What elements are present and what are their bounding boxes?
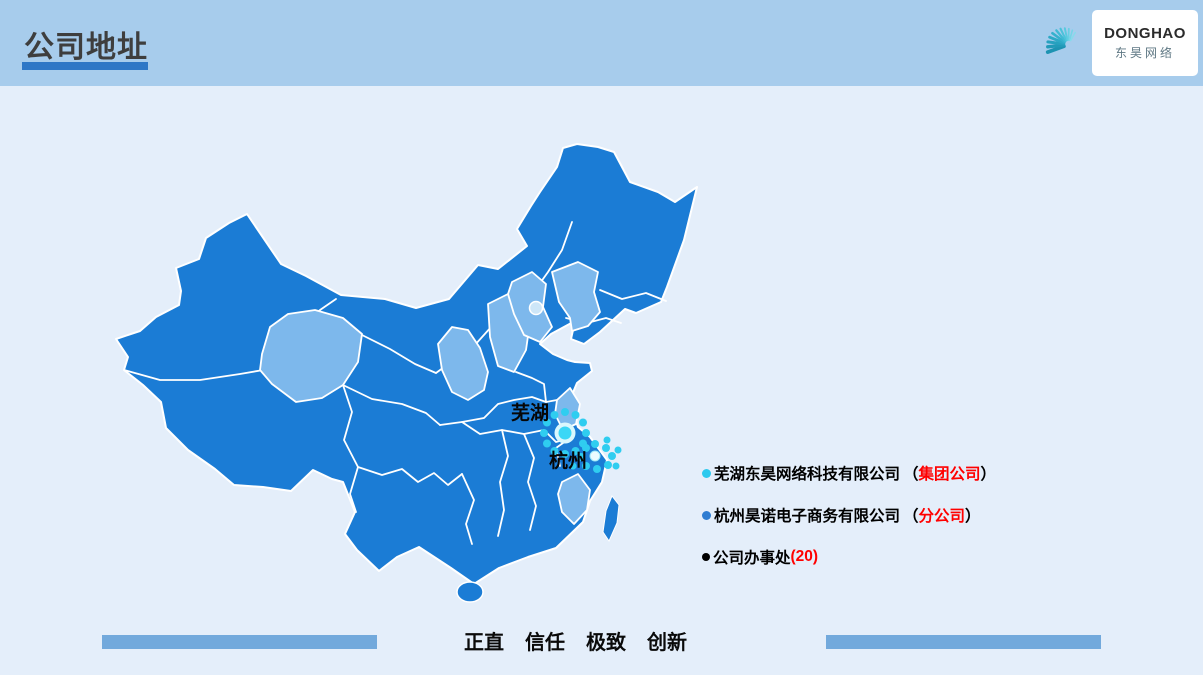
logo-fan-icon (1045, 27, 1077, 54)
footer-bar-left (102, 635, 377, 649)
legend-item-branch-company: 杭州昊诺电子商务有限公司 （ 分公司 ） (702, 504, 996, 526)
hangzhou-label: 杭州 (549, 449, 587, 472)
legend-item-name: 公司办事处 (713, 550, 791, 567)
slogan-word: 信任 (525, 632, 565, 654)
logo-brand-text: DONGHAO (1104, 25, 1186, 42)
legend: 芜湖东昊网络科技有限公司 （ 集团公司 ） 杭州昊诺电子商务有限公司 （ 分公司… (702, 462, 996, 568)
province-beijing (528, 300, 544, 316)
province-fujian (557, 473, 591, 525)
slogan-word: 正直 (464, 632, 504, 654)
light-provinces (259, 261, 601, 525)
legend-paren-close: ） (965, 508, 981, 525)
wuhu-label: 芜湖 (511, 401, 549, 424)
footer-bar-right (826, 635, 1101, 649)
legend-item-offices: 公司办事处 (20) (702, 546, 996, 568)
header-band: 公司地址 DONGHAO 东昊网络 (0, 0, 1203, 86)
legend-item-highlight: (20) (790, 548, 819, 565)
legend-bullet-blue (702, 510, 711, 520)
legend-item-group-company: 芜湖东昊网络科技有限公司 （ 集团公司 ） (702, 462, 996, 484)
province-shaanxi (437, 326, 489, 401)
logo: DONGHAO 东昊网络 (1092, 10, 1198, 76)
wuhu-marker (540, 408, 590, 458)
province-liaoning (551, 261, 601, 332)
legend-bullet-cyan (702, 468, 711, 478)
hangzhou-marker (569, 436, 622, 473)
china-outline (115, 143, 698, 585)
page-title: 公司地址 (24, 31, 148, 64)
legend-paren-open: （ (903, 508, 919, 525)
slogan-word: 极致 (586, 632, 626, 654)
hainan-island (456, 581, 484, 603)
hangzhou-marker-core (589, 450, 601, 462)
legend-item-name: 芜湖东昊网络科技有限公司 (714, 466, 901, 483)
legend-paren-open: （ (903, 466, 919, 483)
title-underline (22, 62, 148, 70)
china-map: 芜湖 杭州 (115, 143, 698, 603)
logo-brand-cn-text: 东昊网络 (1114, 46, 1175, 60)
legend-bullet-black (702, 553, 710, 561)
wuhu-marker-core (558, 426, 572, 440)
legend-paren-close: ） (980, 466, 997, 483)
taiwan-island (602, 495, 620, 543)
legend-item-highlight: 分公司 (918, 508, 966, 525)
slogan: 正直 信任 极致 创新 (464, 626, 687, 655)
province-qinghai (259, 309, 363, 403)
slogan-word: 创新 (647, 632, 687, 654)
legend-item-highlight: 集团公司 (918, 466, 981, 483)
legend-item-name: 杭州昊诺电子商务有限公司 (714, 508, 901, 525)
